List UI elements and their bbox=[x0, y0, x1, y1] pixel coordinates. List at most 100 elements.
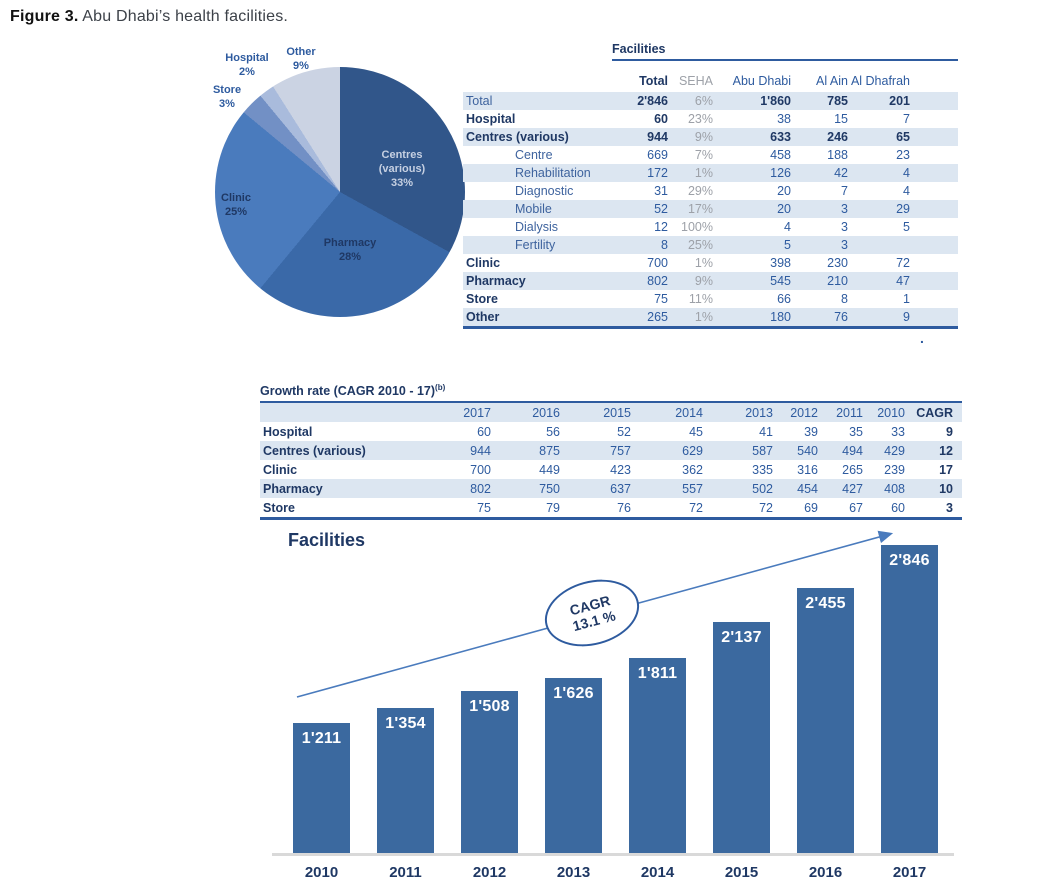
table-cell: 33 bbox=[891, 424, 905, 439]
bar-value-label: 1'354 bbox=[385, 715, 426, 732]
bar-chart-title: Facilities bbox=[288, 530, 366, 550]
column-header: 2015 bbox=[562, 403, 633, 423]
table-cell: 944 bbox=[615, 128, 670, 146]
table-cell: 3 bbox=[946, 500, 953, 515]
table-cell: 494 bbox=[820, 441, 865, 461]
table-cell: 5 bbox=[715, 236, 793, 254]
table-cell: 35 bbox=[849, 424, 863, 439]
bar-value-label: 1'811 bbox=[637, 665, 678, 682]
row-label: Fertility bbox=[463, 236, 615, 254]
table-cell: 47 bbox=[850, 272, 912, 290]
table-cell: 1 bbox=[903, 292, 910, 306]
table-cell: 3 bbox=[841, 220, 848, 234]
table-cell: 52 bbox=[617, 424, 631, 439]
year-label: 2013 bbox=[556, 864, 591, 881]
table-cell: 633 bbox=[715, 128, 793, 146]
table-row: Clinic 700 449 423 362 335 316 265 239 17 bbox=[260, 460, 962, 479]
table-cell: 3 bbox=[793, 236, 850, 254]
table-cell: 17 bbox=[939, 462, 953, 477]
bar-value-label: 2'137 bbox=[721, 629, 762, 646]
table-cell: 408 bbox=[865, 479, 907, 499]
row-label: Dialysis bbox=[515, 220, 559, 234]
column-header: 2010 bbox=[865, 403, 907, 423]
table-cell: 69 bbox=[804, 500, 818, 515]
table-row: Diagnostic 31 29% 20 7 4 bbox=[463, 182, 958, 200]
table-row: Mobile 52 17% 20 3 29 bbox=[463, 200, 958, 218]
column-header: Total bbox=[639, 74, 668, 88]
table-cell: 9% bbox=[670, 272, 715, 290]
table-cell: 23 bbox=[896, 148, 910, 162]
pie-segment-label-pharmacy: Pharmacy 28% bbox=[323, 237, 377, 263]
bar-2016: 2'455 bbox=[797, 588, 854, 855]
header-row: Total SEHA Abu Dhabi Al Ain Al Dhafrah bbox=[463, 70, 958, 92]
table-cell: 76 bbox=[617, 500, 631, 515]
table-cell: 17% bbox=[670, 200, 715, 218]
table-cell: 100% bbox=[681, 220, 713, 234]
pie-segment-label-other: Other 9% bbox=[286, 46, 316, 72]
table-row: Hospital 60 56 52 45 41 39 35 33 9 bbox=[260, 422, 962, 441]
table-row: Pharmacy 802 9% 545 210 47 bbox=[463, 272, 958, 290]
table-cell: 72 bbox=[759, 500, 773, 515]
table-cell: 52 bbox=[615, 200, 670, 218]
table-row: Centre 669 7% 458 188 23 bbox=[463, 146, 958, 164]
header-row: 2017 2016 2015 2014 2013 2012 2011 2010 CAGR bbox=[260, 403, 962, 423]
table-cell: 6% bbox=[670, 92, 715, 110]
table-cell: 4 bbox=[903, 184, 910, 198]
bar-2014: 1'811 bbox=[629, 658, 686, 855]
bar-value-label: 2'846 bbox=[889, 552, 930, 569]
table-row: Pharmacy 802 750 637 557 502 454 427 408 10 bbox=[260, 479, 962, 499]
table-cell: 230 bbox=[827, 256, 848, 270]
bar-2012: 1'508 bbox=[461, 691, 518, 855]
table-cell: 7 bbox=[841, 184, 848, 198]
table-cell: 76 bbox=[793, 308, 850, 326]
table-cell: 239 bbox=[884, 462, 905, 477]
table-cell: 8 bbox=[615, 236, 670, 254]
year-label: 2012 bbox=[472, 864, 507, 881]
table-row: Store 75 79 76 72 72 69 67 60 3 bbox=[260, 498, 962, 517]
figure-caption: Figure 3. Abu Dhabi’s health facilities. bbox=[10, 8, 288, 26]
table-cell: 12 bbox=[907, 441, 955, 461]
table-row: Store 75 11% 66 8 1 bbox=[463, 290, 958, 308]
row-label: Centres (various) bbox=[260, 441, 420, 461]
table-cell: 79 bbox=[546, 500, 560, 515]
pie-segment-label-clinic: Clinic 25% bbox=[221, 192, 251, 218]
table-cell: 362 bbox=[682, 462, 703, 477]
pie-segment-label-store: Store 3% bbox=[212, 84, 242, 110]
table-cell: 75 bbox=[654, 292, 668, 306]
pie-segment-label-centres: Centres (various) 33% bbox=[378, 149, 426, 189]
facilities-table-grid: Total SEHA Abu Dhabi Al Ain Al Dhafrah Total… bbox=[463, 70, 958, 326]
table-cell: 7 bbox=[903, 112, 910, 126]
table-cell: 2'846 bbox=[615, 92, 670, 110]
table-cell: 875 bbox=[493, 441, 562, 461]
table-cell: 502 bbox=[705, 479, 775, 499]
table-cell: 188 bbox=[827, 148, 848, 162]
table-cell: 423 bbox=[610, 462, 631, 477]
table-cell: 3 bbox=[793, 200, 850, 218]
table-cell: 757 bbox=[562, 441, 633, 461]
row-label: Total bbox=[463, 92, 615, 110]
column-header: 2014 bbox=[633, 403, 705, 423]
table-cell: 9 bbox=[946, 424, 953, 439]
pie-circle bbox=[215, 67, 465, 317]
table-cell: 785 bbox=[793, 92, 850, 110]
table-cell: 20 bbox=[777, 184, 791, 198]
table-cell: 41 bbox=[759, 424, 773, 439]
table-cell: 42 bbox=[793, 164, 850, 182]
table-cell: 4 bbox=[850, 164, 912, 182]
table-cell: 23% bbox=[687, 112, 713, 126]
row-label: Rehabilitation bbox=[463, 164, 615, 182]
table-cell: 67 bbox=[849, 500, 863, 515]
table-row: Fertility 8 25% 5 3 bbox=[463, 236, 958, 254]
table-cell: 75 bbox=[477, 500, 491, 515]
table-cell: 944 bbox=[420, 441, 493, 461]
table-cell: 1'860 bbox=[715, 92, 793, 110]
table-cell: 700 bbox=[647, 256, 668, 270]
table-cell: 1% bbox=[670, 164, 715, 182]
column-header: Abu Dhabi bbox=[732, 74, 791, 88]
bar-2011: 1'354 bbox=[377, 708, 434, 855]
table-cell: 12 bbox=[654, 220, 668, 234]
table-cell: 587 bbox=[705, 441, 775, 461]
table-cell: 15 bbox=[834, 112, 848, 126]
row-label: Store bbox=[466, 292, 498, 306]
column-header: 2016 bbox=[493, 403, 562, 423]
